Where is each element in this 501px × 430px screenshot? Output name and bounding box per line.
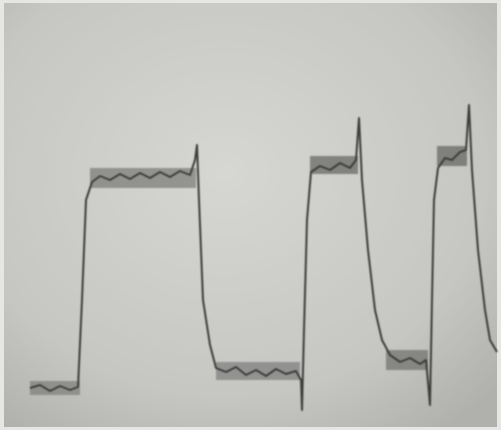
page [0,0,501,430]
oscilloscope-photo [0,0,501,430]
trace-noise-band [310,156,358,174]
